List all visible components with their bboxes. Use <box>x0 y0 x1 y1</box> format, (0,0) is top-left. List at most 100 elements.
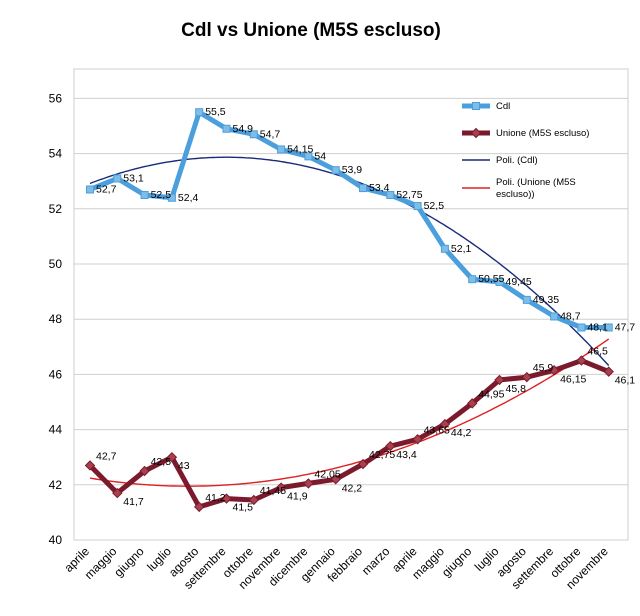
point-cdl <box>140 191 149 199</box>
legend: Cdl Unione (M5S escluso) Poli. (Cdl) Poli. … <box>462 101 589 200</box>
data-label-cdl: 48,7 <box>560 310 581 322</box>
point-unione <box>494 374 505 386</box>
data-label-unione: 42,75 <box>369 449 395 461</box>
data-label-cdl: 52,5 <box>424 200 445 212</box>
point-unione <box>603 366 614 377</box>
point-unione <box>466 398 478 409</box>
data-label-cdl: 54,15 <box>287 143 313 155</box>
data-label-cdl: 54 <box>314 150 326 162</box>
data-label-cdl: 52,5 <box>151 189 172 201</box>
y-tick-label: 52 <box>49 202 63 216</box>
y-axis-ticks: 40 42 44 46 48 50 52 54 56 <box>49 91 63 547</box>
data-label-cdl: 48,1 <box>587 321 608 333</box>
data-label-cdl: 50,55 <box>478 273 504 285</box>
point-cdl <box>86 185 94 194</box>
point-unione <box>357 458 369 470</box>
point-unione <box>112 487 123 499</box>
y-tick-label: 56 <box>49 91 63 105</box>
point-cdl <box>495 277 504 286</box>
data-label-unione: 46,5 <box>587 346 608 358</box>
data-label-cdl: 52,1 <box>451 243 472 255</box>
point-cdl <box>195 108 204 117</box>
data-label-unione: 44,2 <box>451 427 472 439</box>
y-tick-label: 50 <box>49 257 63 271</box>
data-label-unione: 42,7 <box>96 450 117 462</box>
point-cdl <box>522 295 531 304</box>
legend-unione-label: Unione (M5S escluso) <box>496 128 589 139</box>
point-unione <box>439 418 451 430</box>
x-tick-label: giugno <box>439 544 475 580</box>
data-label-unione: 45,8 <box>506 383 527 395</box>
data-label-cdl: 53,1 <box>123 172 144 184</box>
point-cdl <box>577 323 586 332</box>
point-cdl <box>468 275 477 284</box>
trendline-unione <box>89 338 610 487</box>
point-unione <box>412 434 423 445</box>
data-label-unione: 43,4 <box>396 449 417 461</box>
data-label-unione: 41,7 <box>123 496 144 508</box>
data-label-cdl: 52,4 <box>178 192 199 204</box>
data-label-unione: 44,95 <box>478 388 504 400</box>
point-cdl <box>359 184 367 193</box>
point-unione <box>385 440 396 452</box>
point-unione <box>193 501 205 513</box>
data-label-unione: 41,45 <box>260 485 286 497</box>
legend-unione-marker <box>470 127 482 139</box>
data-label-cdl: 53,9 <box>342 164 363 176</box>
data-label-cdl: 52,75 <box>396 189 422 201</box>
point-unione <box>548 365 560 376</box>
data-label-cdl: 52,7 <box>96 183 117 195</box>
data-label-unione: 41,2 <box>205 492 226 504</box>
data-label-cdl: 47,7 <box>615 321 636 333</box>
point-cdl <box>440 244 449 253</box>
data-label-unione: 45,9 <box>533 362 554 374</box>
data-label-unione: 46,15 <box>560 373 586 385</box>
data-label-unione: 42,5 <box>151 456 172 468</box>
x-axis-ticks: aprilemaggiogiugnoluglioagostosettembreo… <box>61 544 611 592</box>
data-label-cdl: 55,5 <box>205 106 226 118</box>
point-cdl <box>304 152 313 161</box>
point-unione <box>248 494 260 506</box>
y-tick-label: 40 <box>49 533 63 547</box>
data-label-unione: 43,65 <box>424 424 450 436</box>
data-label-unione: 42,2 <box>342 482 363 494</box>
data-label-cdl: 54,9 <box>233 123 254 135</box>
x-tick-label: marzo <box>359 544 393 578</box>
trendlines <box>89 156 610 487</box>
series-lines <box>84 108 614 513</box>
y-tick-label: 48 <box>49 312 63 326</box>
data-label-cdl: 53,4 <box>369 182 390 194</box>
y-tick-label: 54 <box>49 147 63 161</box>
point-unione <box>330 474 341 485</box>
point-cdl <box>222 124 231 133</box>
data-label-unione: 46,1 <box>615 375 636 387</box>
legend-trend-unione-label: Poli. (Unione (M5S escluso)) <box>496 177 576 200</box>
point-unione <box>521 371 533 383</box>
point-cdl <box>604 323 613 332</box>
point-cdl <box>550 312 559 321</box>
data-label-cdl: 54,7 <box>260 128 281 140</box>
point-cdl <box>277 145 286 154</box>
point-unione <box>139 465 150 477</box>
data-label-cdl: 49,35 <box>533 294 559 306</box>
point-unione <box>84 460 96 471</box>
y-tick-label: 46 <box>49 367 63 381</box>
point-cdl <box>331 166 340 175</box>
data-label-unione: 42,05 <box>314 468 340 480</box>
legend-cdl-label: Cdl <box>496 101 510 112</box>
point-unione <box>576 355 587 366</box>
y-tick-label: 42 <box>49 478 63 492</box>
point-unione <box>275 482 287 493</box>
data-label-unione: 41,5 <box>233 502 254 514</box>
series-line-cdl <box>89 109 609 330</box>
legend-trend-cdl-label: Poli. (Cdl) <box>496 155 538 166</box>
point-unione <box>303 478 314 489</box>
legend-cdl-marker <box>472 102 480 110</box>
point-cdl <box>413 202 422 211</box>
x-tick-label: giugno <box>111 544 147 580</box>
point-cdl <box>249 130 258 139</box>
point-unione <box>166 451 178 463</box>
y-tick-label: 44 <box>49 423 63 437</box>
